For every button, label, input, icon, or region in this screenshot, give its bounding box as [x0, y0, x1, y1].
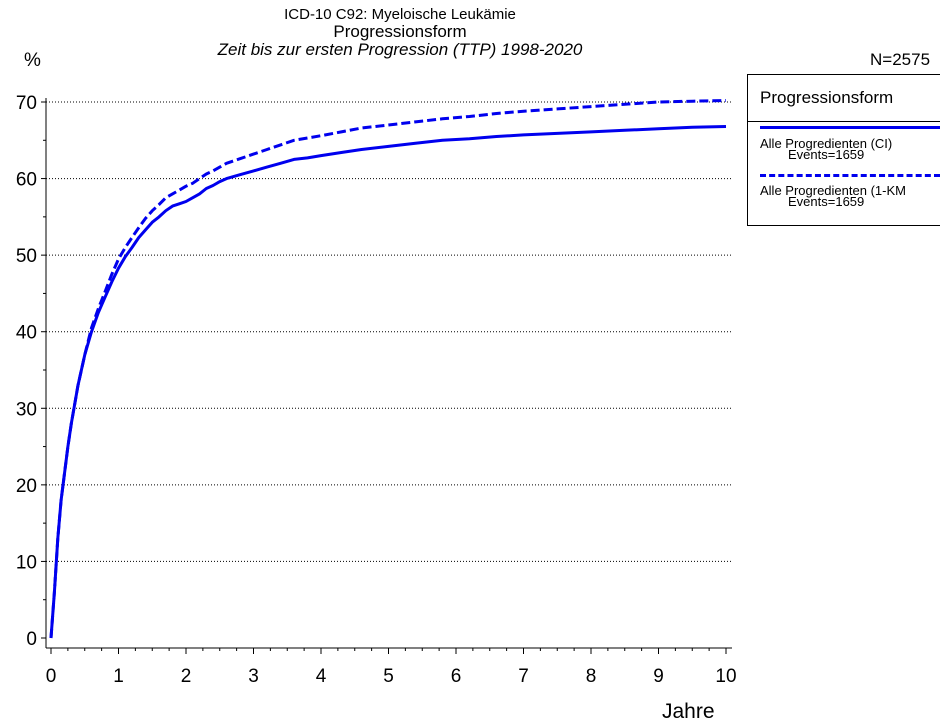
chart-subtitle-2: Zeit bis zur ersten Progression (TTP) 19… — [217, 40, 583, 59]
x-axis-label: Jahre — [662, 700, 715, 723]
y-tick-label-0: 0 — [26, 629, 37, 650]
tick-marks — [41, 101, 727, 654]
series-line-km — [49, 99, 727, 639]
x-tick-label-1: 1 — [113, 666, 124, 687]
chart-subtitle: Progressionsform — [333, 22, 467, 41]
y-tick-label-10: 10 — [16, 552, 37, 573]
legend-entry-2-label: Alle Progredienten (1-KM — [760, 183, 906, 198]
x-tick-label-4: 4 — [316, 666, 327, 687]
legend-title: Progressionsform — [760, 88, 894, 107]
x-tick-label-10: 10 — [715, 666, 736, 687]
legend: Progressionsform Alle Progredienten (CI)… — [747, 74, 940, 226]
legend-entry-1-events: Events=1659 — [788, 147, 865, 162]
tick-labels: 0 10 20 30 40 50 60 70 0 1 2 3 4 5 6 7 8 9 10 — [16, 93, 737, 687]
y-tick-label-50: 50 — [16, 246, 37, 267]
x-tick-label-9: 9 — [653, 666, 664, 687]
y-tick-label-60: 60 — [16, 170, 37, 191]
legend-entry-1-label: Alle Progredienten (CI) — [760, 136, 893, 151]
legend-swatch-solid — [760, 126, 940, 129]
y-tick-label-20: 20 — [16, 476, 37, 497]
axes — [45, 98, 732, 649]
y-tick-label-70: 70 — [16, 93, 37, 114]
legend-entry-2-events: Events=1659 — [788, 194, 865, 209]
y-tick-label-30: 30 — [16, 399, 37, 420]
legend-divider — [748, 121, 940, 122]
chart-title: ICD-10 C92: Myeloische Leukämie — [284, 6, 516, 23]
legend-swatch-dashed — [760, 174, 940, 177]
x-tick-label-0: 0 — [46, 666, 57, 687]
y-tick-label-40: 40 — [16, 323, 37, 344]
grid-lines — [46, 101, 732, 562]
x-tick-label-5: 5 — [383, 666, 394, 687]
x-tick-label-3: 3 — [248, 666, 259, 687]
x-tick-label-2: 2 — [181, 666, 192, 687]
y-axis-label: % — [24, 50, 41, 71]
x-tick-label-6: 6 — [451, 666, 462, 687]
n-count-label: N=2575 — [870, 50, 931, 69]
x-tick-label-7: 7 — [518, 666, 529, 687]
series-lines — [49, 99, 727, 639]
x-tick-label-8: 8 — [586, 666, 597, 687]
